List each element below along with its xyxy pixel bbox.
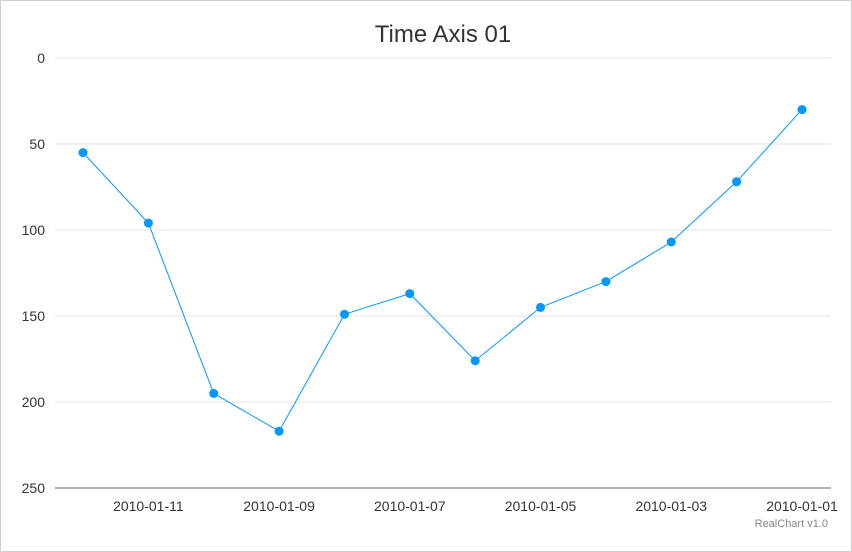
data-point <box>209 388 219 398</box>
data-point <box>470 356 480 366</box>
y-tick-label: 200 <box>22 394 46 410</box>
data-point <box>274 426 284 436</box>
data-point <box>340 309 349 319</box>
gridlines <box>55 57 831 489</box>
data-point <box>78 148 88 158</box>
x-tick-label: 2010-01-09 <box>243 498 315 514</box>
chart-credit: RealChart v1.0 <box>755 518 828 530</box>
y-tick-label: 250 <box>22 480 46 496</box>
y-tick-label: 50 <box>29 136 45 152</box>
data-point <box>797 105 807 115</box>
y-tick-label: 150 <box>22 308 46 324</box>
x-tick-label: 2010-01-05 <box>505 498 577 514</box>
y-axis: 0 50 100 150 200 250 <box>22 50 46 496</box>
data-point <box>405 289 415 299</box>
data-point <box>143 218 153 228</box>
x-tick-label: 2010-01-01 <box>766 498 838 514</box>
data-point <box>536 302 545 312</box>
x-tick-label: 2010-01-07 <box>374 498 446 514</box>
chart-title: Time Axis 01 <box>375 21 512 48</box>
data-point <box>601 277 611 287</box>
series-layer <box>78 105 807 436</box>
x-tick-label: 2010-01-03 <box>635 498 707 514</box>
data-point <box>666 237 676 247</box>
x-axis: 2010-01-11 2010-01-09 2010-01-07 2010-01-05… <box>113 498 838 514</box>
x-tick-label: 2010-01-11 <box>113 498 184 514</box>
y-tick-label: 0 <box>37 50 45 66</box>
series-line <box>82 109 803 432</box>
data-point <box>732 177 742 187</box>
y-tick-label: 100 <box>22 222 46 238</box>
